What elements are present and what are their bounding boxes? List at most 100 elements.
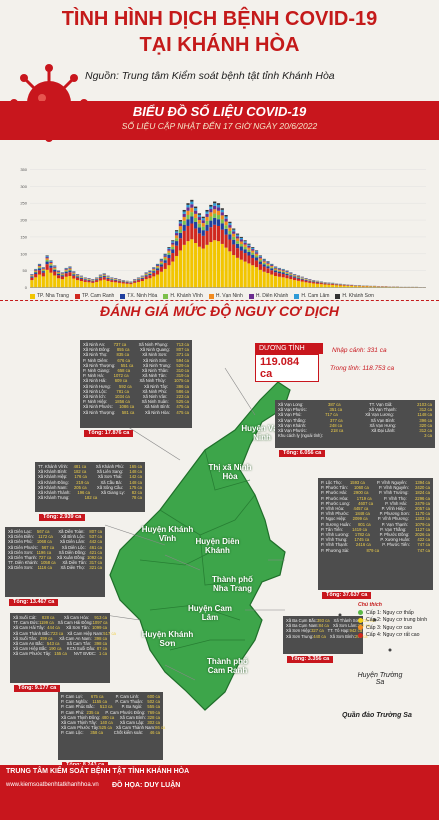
province-shape [109,381,291,711]
bar-segment [68,268,72,270]
bar-segment [163,255,167,257]
label-khanh-son: Huyện Khánh Sơn [141,630,194,648]
bar-segment [75,276,80,278]
bar-segment [152,268,156,270]
bar-segment [228,230,232,235]
bar-segment [60,279,64,288]
bar-segment [163,258,167,261]
box-row: P. Ngọc Hiệp: 2099 ca P. Vĩnh Phương: 1303 … [321,516,430,522]
bar-segment [216,215,221,220]
bar-segment [41,276,45,288]
bar-segment [140,277,144,279]
box-total: Tổng: 37.637 ca [322,591,372,599]
bar-segment [72,278,76,288]
bar-segment [190,207,194,213]
y-tick-label: 150 [20,234,27,239]
footer [0,765,439,820]
bar-segment [312,282,316,284]
bar-segment [327,283,331,285]
bar-segment [232,255,236,288]
bar-segment [95,279,99,281]
box-row: Khu cách ly (ngoài tỉnh): 3 ca [278,433,432,439]
bar-segment [197,220,202,224]
bar-segment [220,243,224,288]
bar-segment [144,275,148,277]
bar-segment [95,280,99,282]
bar-segment [300,277,304,279]
bar-segment [293,274,297,276]
bar-segment [148,273,152,276]
bar-segment [224,247,228,288]
box-row: P. Vĩnh Phước: 1848 ca P. Phương Sơn: 1170 … [321,511,430,517]
bar-segment [182,230,186,245]
bar-segment [163,256,167,259]
bar-segment [186,225,190,242]
bar-segment [45,264,49,270]
bar-segment [159,260,163,262]
bar-segment [79,277,84,279]
bar-segment [239,250,243,260]
bar-segment [220,208,224,210]
bar-segment [281,273,285,278]
bar-segment [45,256,49,258]
bar-segment [232,236,236,240]
bar-segment [45,269,49,288]
bar-segment [281,270,285,272]
box-van-ninh: Xã Vạn Long: 387 ca TT. Vạn Giã: 2103 ca Xã … [275,400,435,457]
bar-segment [395,286,400,288]
bar-segment [300,278,304,280]
bar-segment [285,278,289,288]
bar-segment [266,264,270,267]
bar-segment [129,284,133,288]
bar-segment [152,271,156,273]
bar-segment [254,267,259,288]
bar-segment [98,277,103,279]
bar-segment [308,282,312,288]
bar-segment [37,267,42,269]
bar-segment [49,265,53,268]
y-tick-label: 200 [20,218,27,223]
bar-segment [201,216,205,219]
bar-segment [262,264,266,267]
box-row: Xã Ninh Hưng: 592 ca Xã Ninh Tây: 386 ca [83,383,189,389]
box-row: Xã Vạn Thắng: 377 ca Xã Vạn Bình: 396 ca [278,417,432,423]
bar-segment [209,220,213,228]
bar-segment [213,217,217,225]
bar-segment [201,220,205,224]
bar-segment [209,204,213,207]
bar-segment [247,249,251,252]
bar-segment [56,278,61,288]
bar-segment [266,263,270,265]
bar-segment [315,282,320,284]
box-row: Xã Ninh Đông: 855 ca Xã Ninh Quang: 807 ca [83,347,189,353]
bar-segment [266,262,270,264]
bar-segment [79,277,84,278]
chart-legend: TP. Nha Trang TP. Cam Ranh TX. Ninh Hòa H. … [30,290,410,302]
bar-segment [235,241,240,244]
bar-segment [342,285,346,288]
bar-segment [270,264,274,266]
bar-segment [155,265,160,267]
bar-segment [361,286,365,288]
bar-segment [277,268,282,269]
box-row: Xã Diên Phước: 567 ca Xã Diên Lộc: 461 ca [8,544,102,550]
bar-segment [258,256,262,258]
bar-segment [277,276,282,288]
box-row: P. Phước Long: 4607 ca P. Vĩnh Hải: 2479 ca [321,500,430,506]
bar-segment [281,269,285,270]
bar-segment [262,260,266,262]
bar-segment [216,219,221,226]
bar-segment [110,281,114,288]
bar-segment [167,265,171,288]
bar-segment [72,272,76,274]
bar-segment [102,275,106,277]
bar-segment [216,207,221,211]
bar-segment [346,285,350,288]
bar-segment [152,270,156,272]
bar-segment [68,272,72,277]
label-cam-lam: Huyện Cam Lâm [187,604,232,622]
bar-segment [155,274,160,288]
bar-segment [148,272,152,274]
footer-site[interactable]: www.kiemsoatbenhtatkhanhhoa.vn [6,782,99,788]
positive-stats: DƯƠNG TÍNH 119.084 ca [255,343,323,382]
